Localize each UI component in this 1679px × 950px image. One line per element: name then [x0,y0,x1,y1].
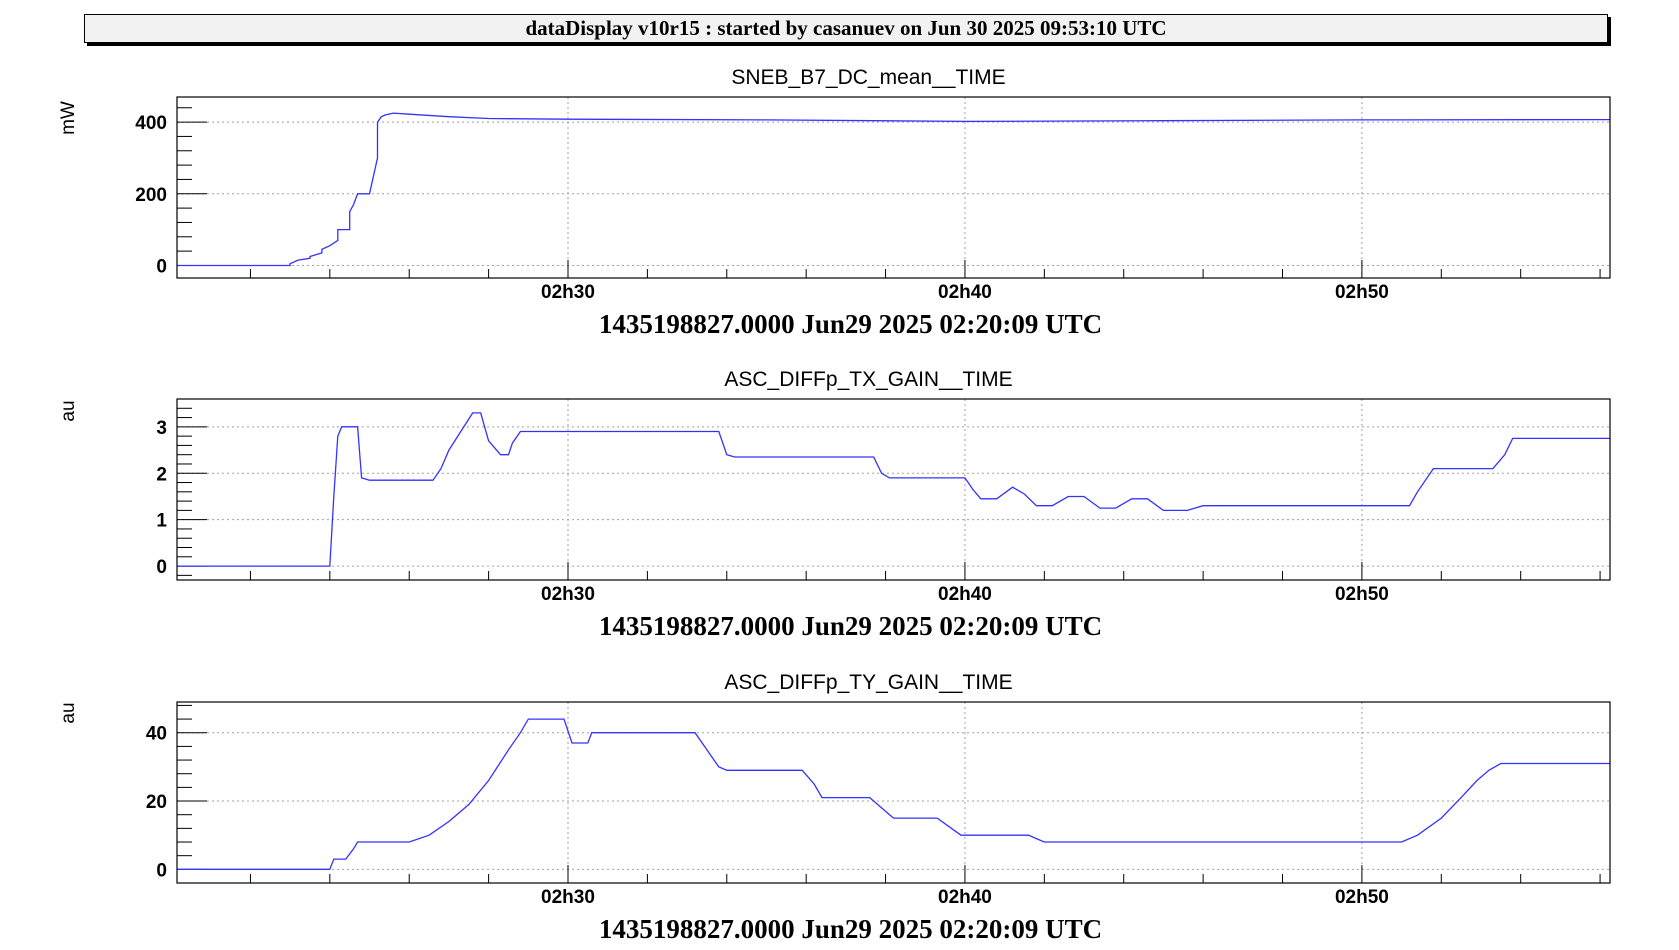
x-tick-label: 02h50 [1335,887,1389,908]
x-tick-label: 02h30 [541,584,595,605]
y-tick-label: 0 [156,557,167,578]
x-tick-label: 02h30 [541,282,595,303]
y-axis-label: au [58,702,79,723]
y-tick-label: 40 [146,724,167,745]
x-axis-label: 1435198827.0000 Jun29 2025 02:20:09 UTC [599,611,1102,641]
x-tick-label: 02h40 [938,282,992,303]
chart-panel-1: SNEB_B7_DC_mean__TIME mW 0 200 400 02h30 02h40… [58,66,1611,339]
chart-title: ASC_DIFFp_TY_GAIN__TIME [724,671,1012,694]
x-tick-label: 02h50 [1335,282,1389,303]
series-line-1 [177,412,1610,567]
y-tick-label: 1 [156,511,167,532]
plot-frame [176,96,1611,279]
chart-title: SNEB_B7_DC_mean__TIME [731,66,1005,89]
y-axis-label: au [58,400,79,421]
y-tick-label: 0 [156,860,167,881]
x-axis-label: 1435198827.0000 Jun29 2025 02:20:09 UTC [599,914,1102,944]
x-tick-label: 02h40 [938,887,992,908]
series-line-1 [177,718,1610,870]
y-tick-label: 400 [135,113,167,134]
plot-frame [176,398,1611,581]
x-tick-label: 02h30 [541,887,595,908]
y-tick-label: 200 [135,185,167,206]
x-tick-label: 02h40 [938,584,992,605]
header-banner: dataDisplay v10r15 : started by casanuev… [84,14,1608,43]
x-tick-label: 02h50 [1335,584,1389,605]
banner-text: dataDisplay v10r15 : started by casanuev… [525,16,1167,40]
y-tick-label: 2 [156,464,167,485]
y-tick-label: 3 [156,418,167,439]
y-tick-label: 20 [146,792,167,813]
y-tick-label: 0 [156,256,167,277]
x-axis-label: 1435198827.0000 Jun29 2025 02:20:09 UTC [599,309,1102,339]
series-line-1 [177,112,1611,267]
y-axis-label: mW [58,101,79,135]
chart-title: ASC_DIFFp_TX_GAIN__TIME [724,368,1012,391]
plot-frame [176,701,1611,884]
